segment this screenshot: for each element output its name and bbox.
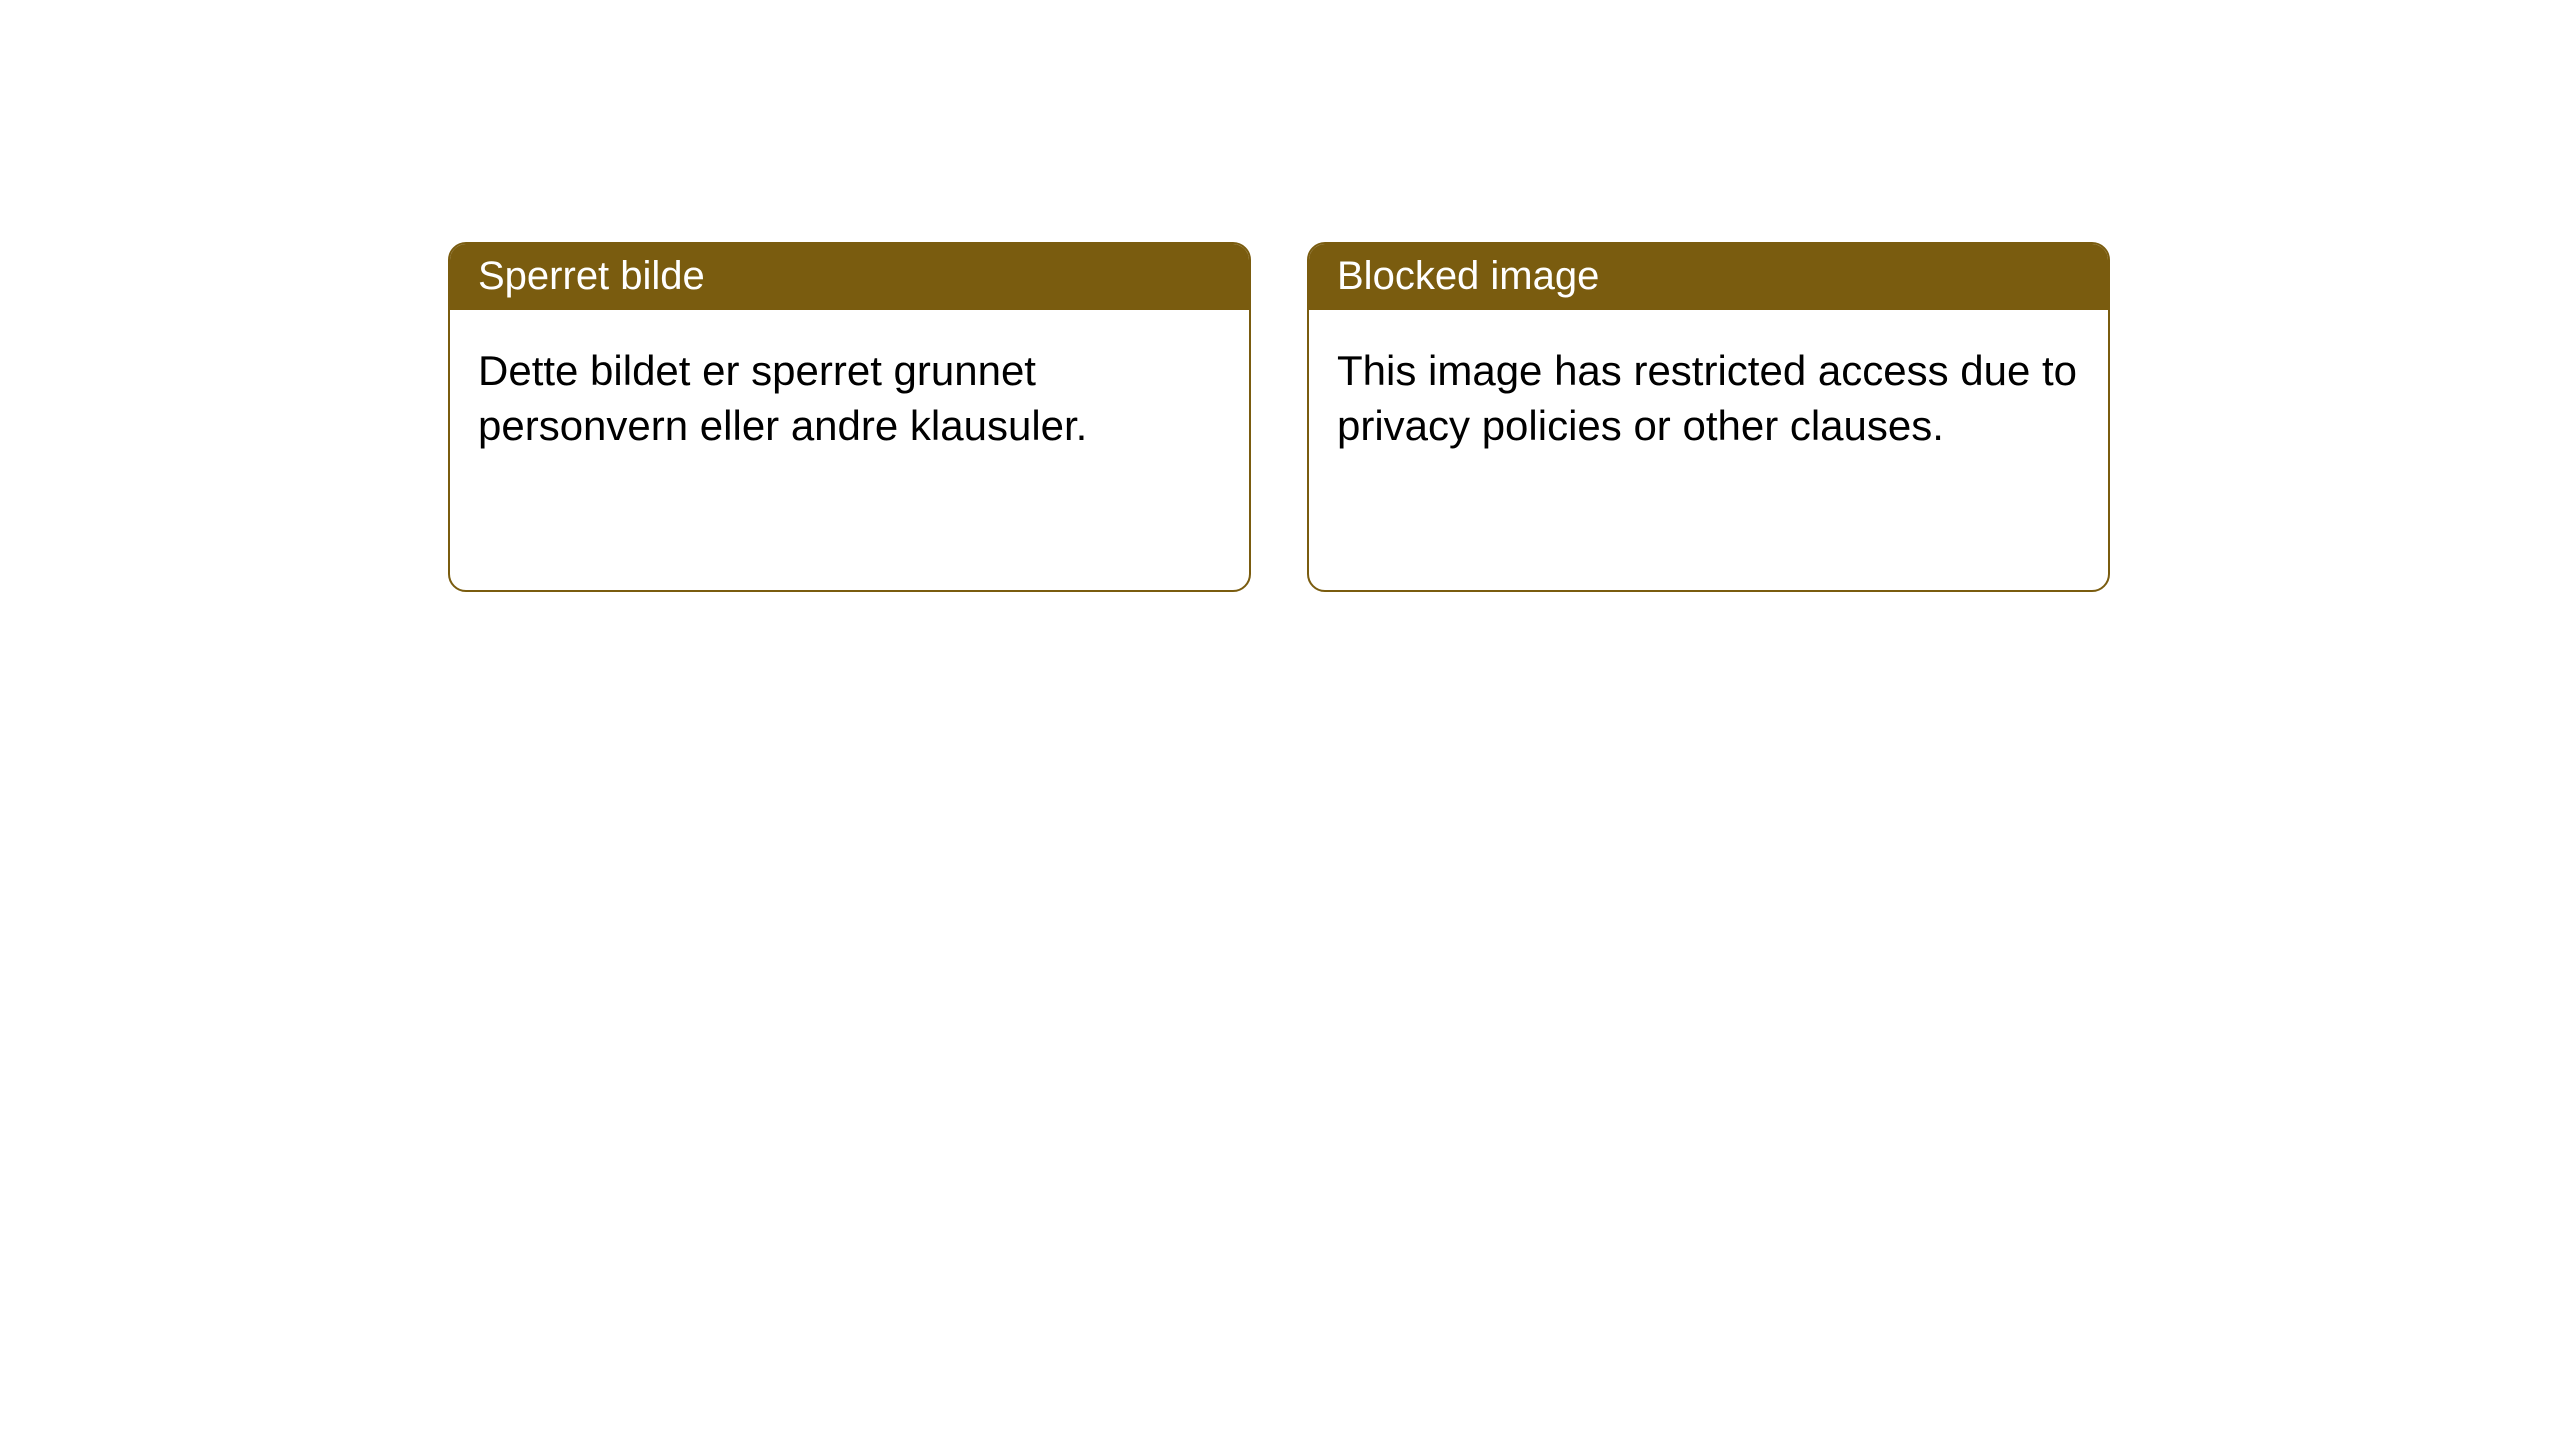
notice-card-en-title: Blocked image bbox=[1309, 244, 2108, 310]
notice-card-no-title: Sperret bilde bbox=[450, 244, 1249, 310]
notice-card-no-body: Dette bildet er sperret grunnet personve… bbox=[450, 310, 1249, 590]
notice-card-no: Sperret bilde Dette bildet er sperret gr… bbox=[448, 242, 1251, 592]
notice-card-en-body: This image has restricted access due to … bbox=[1309, 310, 2108, 590]
notice-card-en: Blocked image This image has restricted … bbox=[1307, 242, 2110, 592]
notice-container: Sperret bilde Dette bildet er sperret gr… bbox=[448, 242, 2110, 592]
